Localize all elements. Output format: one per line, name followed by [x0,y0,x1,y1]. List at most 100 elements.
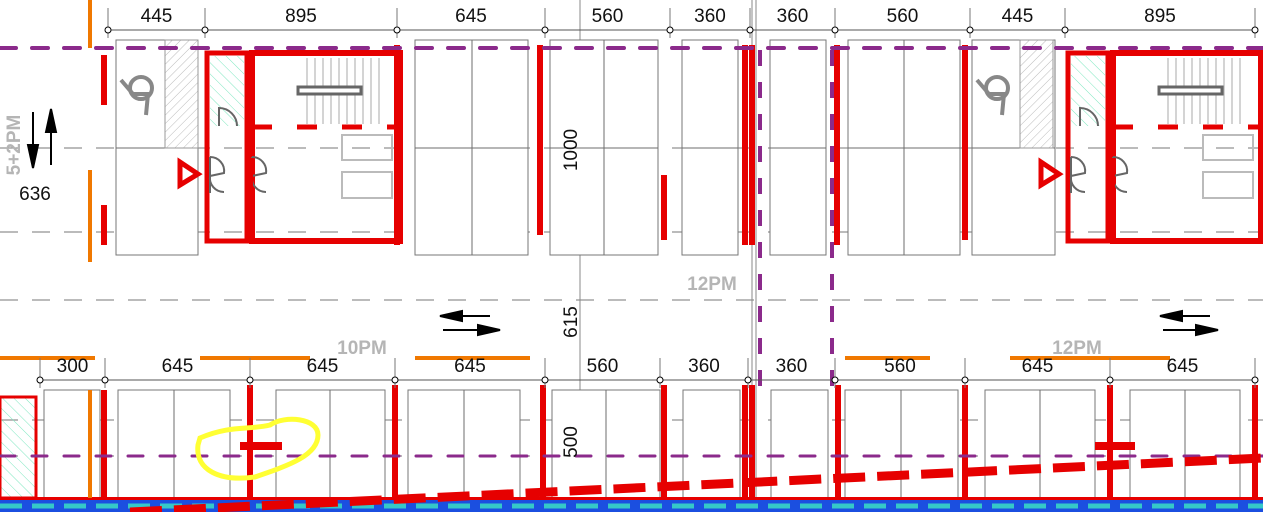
dimension-label: 645 [454,356,486,377]
wall-segment [101,205,107,245]
wall-segment [749,385,755,498]
lift-car [1202,171,1254,199]
wall-segment [742,45,748,245]
wall-segment [962,45,968,240]
dimension-node [201,26,209,34]
dimension-label: 645 [1022,356,1054,377]
triangle-warning-icon [177,157,1064,190]
dimension-label: 360 [777,6,809,27]
dimension-node [966,26,974,34]
dimension-label: 360 [688,356,720,377]
wheelchair-icon [975,75,1010,116]
dimension-node [393,26,401,34]
markup-highlight [195,416,321,481]
lift-car [341,171,393,199]
wheelchair-icon [119,75,154,116]
red-dashed-line [129,453,1263,512]
dimension-node [961,376,969,384]
wall-segment [1109,158,1115,240]
wall-segment [392,385,398,498]
wall-segment [247,385,253,498]
dimension-node [1251,376,1259,384]
dimension-label: 445 [141,6,173,27]
parking-stalls [0,39,1241,500]
dimension-label: 360 [694,6,726,27]
dimension-node [101,376,109,384]
dimension-label: 560 [887,6,919,27]
direction-arrow-icon [26,108,1219,337]
dimension-node [541,26,549,34]
dimension-label: 300 [57,356,89,377]
wall-segment [247,125,253,150]
wall-segment [540,385,546,498]
dimension-node [246,376,254,384]
wall-segment [101,55,107,105]
dimension-node [746,26,754,34]
dimension-node [666,26,674,34]
stair-core-wall [1110,50,1263,244]
wall-segment [1252,385,1258,498]
side-dimension: 636 [19,184,51,205]
dimension-label: 895 [285,6,317,27]
dimension-label: 645 [162,356,194,377]
dimension-lines: 445 895 645 560 360 360 560 445 895 300 645 645 645 5… [36,6,1259,388]
dimension-label: 360 [776,356,808,377]
dimension-node [541,376,549,384]
wall-segment [1095,442,1135,450]
vertical-dimension-615: 615 [561,306,582,338]
door-icon [1069,155,1087,194]
lift-car [341,134,393,161]
vertical-dimension-500: 500 [561,426,582,458]
wall-segment [1107,385,1113,498]
wall-segment [101,390,107,498]
hatched-zone [164,39,199,149]
door-icon [1079,106,1099,127]
shaft-hatch [1071,56,1105,126]
dimension-label: 560 [587,356,619,377]
vertical-dimension-1000: 1000 [561,129,582,171]
wall-segment [834,45,840,245]
lift-car [1202,134,1254,161]
dimension-label: 895 [1144,6,1176,27]
wall-segment [749,45,755,245]
wall-segment [661,175,667,240]
wall-segment [537,45,543,235]
wall-segment [240,442,282,450]
wall-segment [661,385,667,498]
stair-core-wall [249,50,403,244]
dimension-node [656,376,664,384]
dimension-node [104,26,112,34]
zone-label-10pm: 10PM [337,338,387,359]
dimension-label: 445 [1002,6,1034,27]
door-icon [208,155,226,194]
dimension-node [1106,376,1114,384]
wall-segment [247,158,253,240]
door-icon [218,106,238,127]
zone-label-5-2pm: 5+2PM [4,115,25,176]
dimension-node [831,26,839,34]
dimension-label: 560 [884,356,916,377]
dimension-label: 560 [592,6,624,27]
dimension-label: 645 [455,6,487,27]
wall-segment [394,45,400,245]
dimension-node [36,376,44,384]
dimension-node [391,376,399,384]
dimension-label: 645 [307,356,339,377]
zone-label-12pm-center: 12PM [687,274,737,295]
wall-segment [742,385,748,498]
lobby-wall [1065,50,1111,244]
shaft-hatch [210,56,244,126]
hatched-zone [0,395,38,500]
wall-segment [962,385,968,498]
dimension-node [831,376,839,384]
dimension-node [1251,26,1259,34]
stair-landing [296,85,363,96]
wall-segment [0,497,1263,501]
dimension-node [1061,26,1069,34]
dimension-node [744,376,752,384]
zone-label-12pm-right: 12PM [1052,338,1102,359]
stair-landing [1157,85,1224,96]
